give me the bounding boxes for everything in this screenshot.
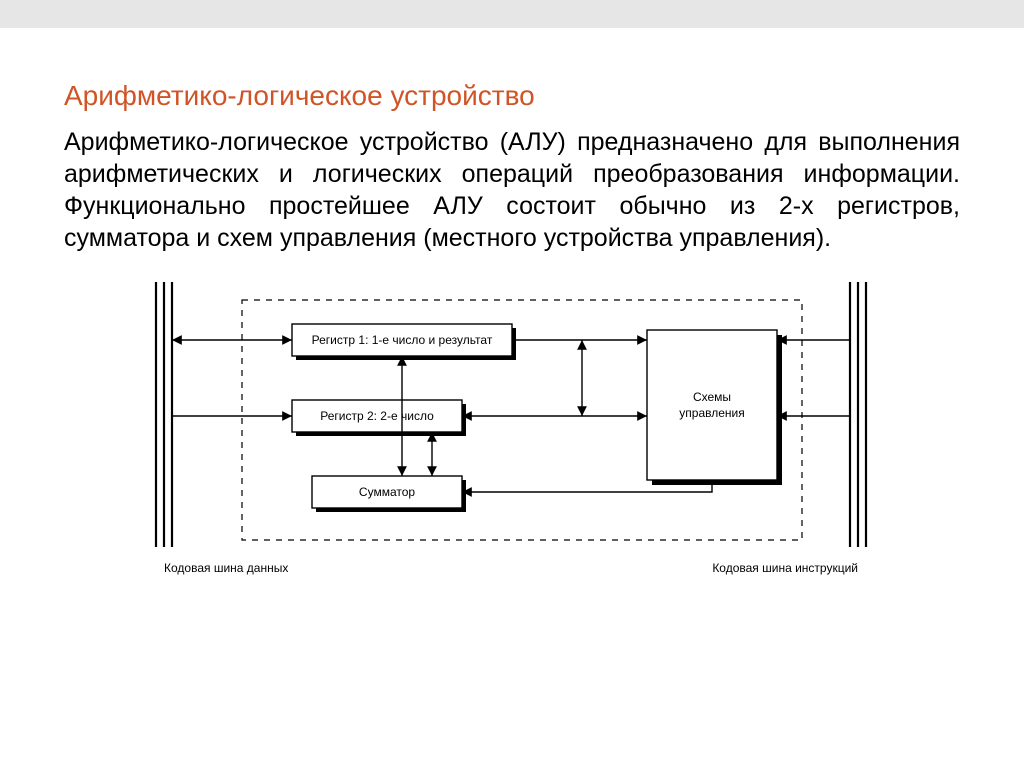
svg-text:Регистр 1: 1-е число и результ: Регистр 1: 1-е число и результат — [312, 333, 493, 347]
diagram-container: Регистр 1: 1-е число и результат Регистр … — [64, 272, 960, 602]
slide-body-text: Арифметико-логическое устройство (АЛУ) п… — [64, 126, 960, 254]
svg-text:Регистр 2: 2-е число: Регистр 2: 2-е число — [320, 409, 434, 423]
svg-text:Кодовая шина данных: Кодовая шина данных — [164, 561, 288, 575]
svg-text:Схемы: Схемы — [693, 390, 731, 404]
svg-text:Сумматор: Сумматор — [359, 485, 415, 499]
top-bar — [0, 0, 1024, 28]
svg-text:управления: управления — [679, 406, 744, 420]
slide-title: Арифметико-логическое устройство — [64, 80, 960, 112]
slide-content: Арифметико-логическое устройство Арифмет… — [0, 28, 1024, 602]
alu-diagram: Регистр 1: 1-е число и результат Регистр … — [122, 272, 902, 602]
svg-text:Кодовая шина инструкций: Кодовая шина инструкций — [712, 561, 858, 575]
